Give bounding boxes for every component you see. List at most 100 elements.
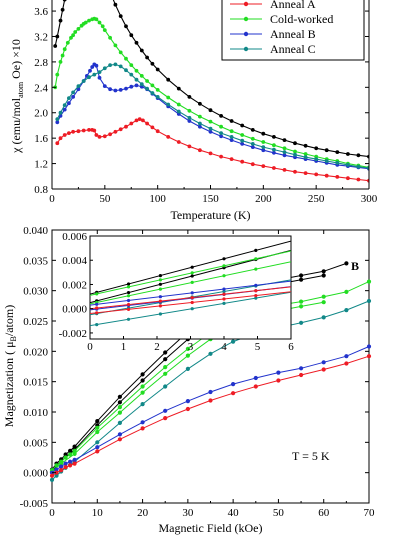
bottom-series-6-point bbox=[208, 398, 213, 403]
temperature-annotation: T = 5 K bbox=[292, 449, 330, 463]
top-y-tick-label: 1.2 bbox=[34, 159, 48, 171]
bottom-series-2-point bbox=[140, 384, 145, 389]
legend-entry-2: Anneal B bbox=[270, 27, 316, 41]
top-series-1-point bbox=[124, 56, 128, 61]
top-series-4-point bbox=[145, 55, 150, 60]
top-series-3-point bbox=[62, 103, 67, 107]
top-series-2-point bbox=[229, 138, 234, 143]
top-series-1-point bbox=[303, 152, 308, 156]
inset-series-9-point bbox=[126, 307, 131, 311]
top-y-tick-label: 0.8 bbox=[34, 184, 48, 196]
bottom-series-5-point bbox=[163, 408, 168, 413]
inset-series-0-point bbox=[222, 257, 226, 261]
inset-series-3-point bbox=[254, 267, 258, 271]
bottom-series-2-point bbox=[63, 455, 68, 460]
bottom-y-axis-label-sub: B bbox=[9, 336, 18, 341]
top-series-2-point bbox=[62, 107, 67, 112]
top-series-0-point bbox=[62, 133, 67, 137]
bottom-series-1-point bbox=[321, 273, 326, 278]
top-series-3-point bbox=[76, 84, 81, 88]
top-series-4-point bbox=[176, 86, 181, 91]
top-series-3-point bbox=[261, 145, 266, 150]
top-series-0-point bbox=[67, 131, 71, 136]
top-series-3-point bbox=[303, 155, 308, 160]
inset-series-6-point bbox=[190, 291, 194, 295]
top-series-3-point bbox=[324, 159, 329, 163]
bottom-series-6-point bbox=[72, 461, 77, 466]
top-series-0-point bbox=[81, 128, 86, 133]
legend-swatch-marker bbox=[243, 31, 249, 37]
bottom-series-3-point bbox=[117, 410, 122, 415]
inset-y-tick-label: 0.000 bbox=[62, 304, 87, 316]
bottom-series-6-point bbox=[299, 372, 304, 378]
bottom-series-3-point bbox=[95, 429, 100, 435]
bottom-series-3-point bbox=[59, 461, 64, 466]
top-series-1-point bbox=[76, 27, 81, 31]
top-series-1-point bbox=[198, 114, 202, 119]
bottom-series-5-point bbox=[366, 344, 372, 349]
bottom-series-5-point bbox=[253, 375, 258, 381]
top-series-0-point bbox=[346, 176, 350, 181]
bottom-series-4-point bbox=[95, 440, 100, 445]
top-series-4-point bbox=[124, 24, 128, 29]
top-series-4-point bbox=[261, 131, 266, 136]
top-x-tick-label: 200 bbox=[255, 193, 272, 205]
top-series-0-point bbox=[124, 124, 128, 129]
top-series-3-point bbox=[250, 142, 255, 146]
top-series-3-point bbox=[71, 90, 75, 95]
inset-series-0-point bbox=[158, 274, 162, 278]
bottom-y-axis-label-main: Magnetization ( μ bbox=[2, 341, 16, 427]
bottom-series-2-point bbox=[366, 279, 372, 284]
bottom-series-1-point bbox=[140, 378, 145, 383]
inset-series-9-point bbox=[158, 304, 162, 308]
bottom-series-0-point bbox=[163, 350, 168, 355]
top-series-4-point bbox=[293, 141, 297, 146]
bottom-series-4-point bbox=[185, 366, 190, 371]
top-series-2-point bbox=[102, 84, 107, 88]
top-series-3-point bbox=[108, 63, 112, 67]
top-series-2-point bbox=[76, 87, 81, 92]
inset-series-0-point bbox=[254, 248, 258, 252]
inset-series-3-point bbox=[222, 274, 226, 278]
bottom-series-6-point bbox=[276, 378, 281, 383]
top-series-2-point bbox=[282, 153, 287, 158]
top-series-3-point bbox=[150, 91, 155, 95]
top-series-3-point bbox=[272, 147, 276, 152]
top-series-0-point bbox=[282, 168, 287, 172]
inset-frame bbox=[89, 235, 292, 340]
top-series-2-point bbox=[261, 148, 266, 153]
top-series-3-point bbox=[67, 96, 71, 100]
top-series-4-point bbox=[229, 119, 234, 123]
inset-series-6-point bbox=[95, 302, 99, 306]
top-series-1-point bbox=[240, 133, 245, 137]
top-series-1-point bbox=[250, 136, 255, 141]
bottom-series-6-point bbox=[59, 468, 64, 473]
bottom-y-tick-label: 0.030 bbox=[23, 286, 48, 298]
top-series-4-point bbox=[129, 33, 134, 38]
top-series-0-point bbox=[71, 129, 75, 134]
top-series-4-point bbox=[335, 150, 340, 155]
top-series-4-point bbox=[150, 61, 155, 66]
inset-x-tick-label: 4 bbox=[221, 341, 227, 353]
top-series-3-point bbox=[293, 152, 297, 157]
bottom-series-5-point bbox=[117, 432, 122, 437]
inset-series-5-line bbox=[90, 291, 291, 327]
top-series-1-point bbox=[272, 143, 276, 148]
top-series-1-point bbox=[282, 146, 287, 151]
top-series-1-point bbox=[129, 63, 134, 67]
top-series-2-point bbox=[198, 124, 202, 129]
bottom-y-tick-label: 0.015 bbox=[23, 377, 48, 389]
bottom-series-0-point bbox=[72, 444, 77, 449]
inset-series-2-point bbox=[126, 285, 131, 289]
bottom-y-axis-label-tail: /atom) bbox=[2, 305, 16, 336]
inset-series-2-point bbox=[190, 271, 194, 275]
top-series-4-point bbox=[187, 95, 192, 99]
top-series-0-point bbox=[137, 117, 142, 121]
bottom-series-2-point bbox=[72, 448, 77, 453]
top-series-3-point bbox=[102, 66, 107, 71]
top-series-3-line bbox=[56, 63, 369, 169]
inset-series-8-point bbox=[222, 292, 226, 296]
top-series-4-point bbox=[62, 0, 67, 2]
top-series-0-point bbox=[87, 127, 91, 132]
top-series-2-line bbox=[56, 63, 369, 170]
